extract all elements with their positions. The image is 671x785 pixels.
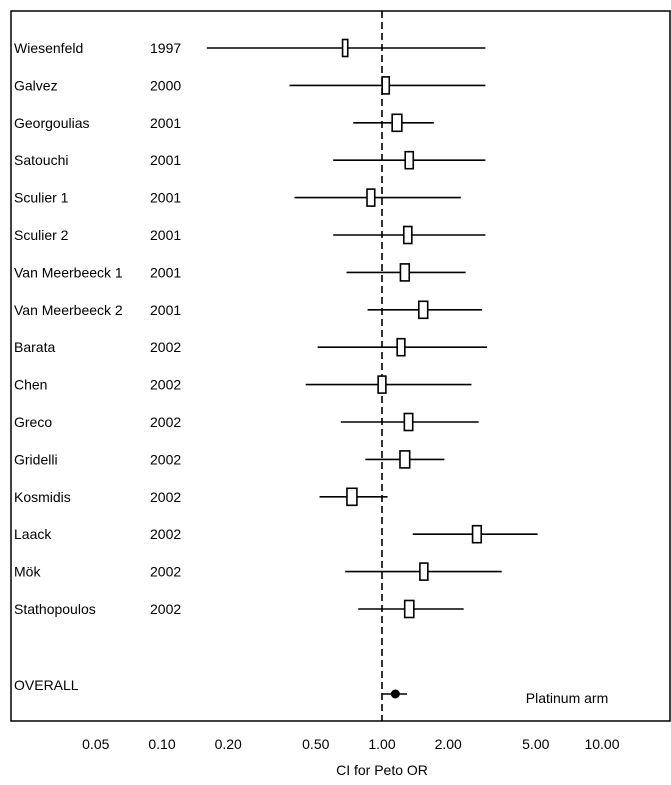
point-estimate-box <box>341 38 349 58</box>
study-year: 2002 <box>150 526 181 542</box>
point-estimate-box <box>404 150 415 170</box>
study-name: Chen <box>14 377 47 393</box>
overall-point-estimate <box>390 689 400 699</box>
point-estimate-box <box>346 487 358 507</box>
overall-label: OVERALL <box>14 677 79 693</box>
study-year: 2001 <box>150 227 181 243</box>
point-estimate-box <box>403 412 414 432</box>
annotation-platinum-arm: Platinum arm <box>526 690 608 706</box>
study-name: Van Meerbeeck 1 <box>14 264 123 280</box>
study-name: Van Meerbeeck 2 <box>14 302 123 318</box>
plot-frame <box>10 10 671 722</box>
study-name: Georgoulias <box>14 115 90 131</box>
study-year: 2001 <box>150 264 181 280</box>
study-name: Mök <box>14 564 41 580</box>
point-estimate-box <box>396 337 406 357</box>
study-name: Laack <box>14 526 52 542</box>
point-estimate-box <box>418 300 429 320</box>
study-name: Sculier 1 <box>14 190 69 206</box>
study-year: 2000 <box>150 77 181 93</box>
study-year: 2001 <box>150 302 181 318</box>
study-name: Barata <box>14 339 55 355</box>
x-axis-label: CI for Peto OR <box>336 762 428 778</box>
study-name: Greco <box>14 414 52 430</box>
study-year: 2001 <box>150 190 181 206</box>
point-estimate-box <box>381 76 391 95</box>
point-estimate-box <box>403 599 415 619</box>
study-name: Stathopoulos <box>14 601 96 617</box>
point-estimate-box <box>366 188 376 207</box>
plot-marks <box>206 11 538 721</box>
point-estimate-box <box>399 263 411 282</box>
x-tick-label: 0.50 <box>302 736 329 752</box>
study-year: 2002 <box>150 339 181 355</box>
x-tick-label: 1.00 <box>368 736 395 752</box>
study-year: 2001 <box>150 152 181 168</box>
x-tick-label: 0.20 <box>215 736 242 752</box>
point-estimate-box <box>377 375 387 394</box>
study-name: Gridelli <box>14 451 58 467</box>
study-name: Galvez <box>14 77 58 93</box>
study-year: 1997 <box>150 40 181 56</box>
point-estimate-box <box>471 524 483 544</box>
study-year: 2002 <box>150 489 181 505</box>
study-name: Wiesenfeld <box>14 40 83 56</box>
x-tick-label: 0.05 <box>82 736 109 752</box>
x-tick-label: 2.00 <box>435 736 462 752</box>
study-name: Satouchi <box>14 152 68 168</box>
x-tick-label: 5.00 <box>522 736 549 752</box>
study-year: 2002 <box>150 451 181 467</box>
point-estimate-box <box>419 562 429 581</box>
study-year: 2002 <box>150 377 181 393</box>
point-estimate-box <box>399 450 411 469</box>
study-year: 2002 <box>150 564 181 580</box>
study-name: Kosmidis <box>14 489 71 505</box>
plot-labels: Wiesenfeld 1997 Galvez 2000 Georgoulias 2001 S… <box>14 40 620 752</box>
study-year: 2002 <box>150 414 181 430</box>
study-year: 2001 <box>150 115 181 131</box>
point-estimate-box <box>391 113 403 133</box>
x-tick-label: 0.10 <box>148 736 175 752</box>
x-tick-label: 10.00 <box>584 736 619 752</box>
study-name: Sculier 2 <box>14 227 69 243</box>
point-estimate-box <box>402 225 413 245</box>
study-year: 2002 <box>150 601 181 617</box>
